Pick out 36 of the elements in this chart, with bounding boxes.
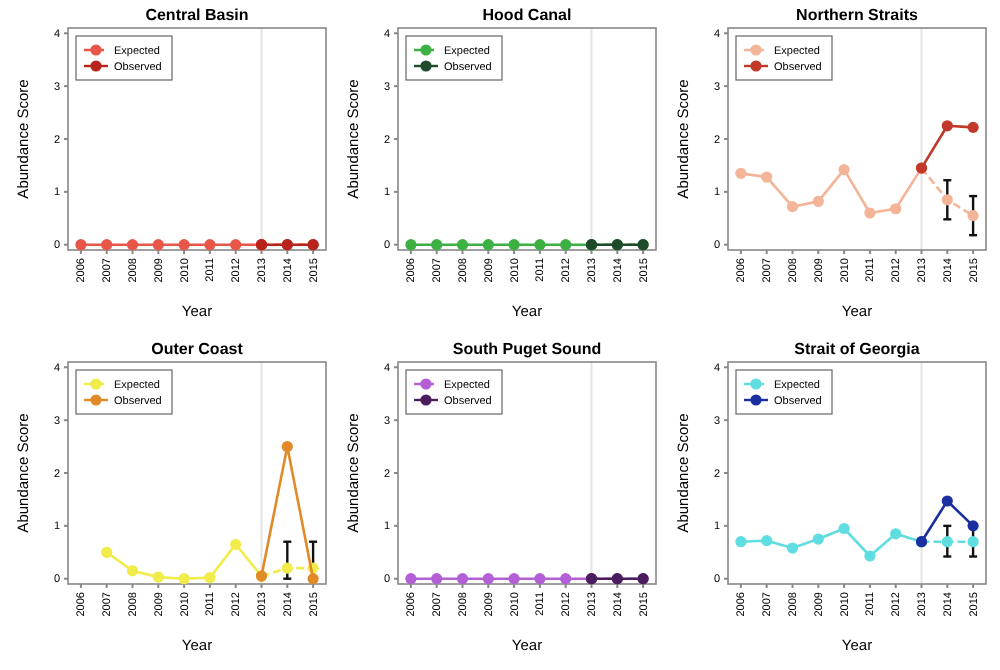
point [735,536,747,548]
point [735,167,747,179]
point [761,535,773,547]
point [864,207,876,219]
point [178,573,190,585]
point [838,164,850,176]
point [941,495,953,507]
point [204,572,216,584]
point [812,195,824,207]
chart-title: Northern Straits [796,6,919,24]
point [967,121,979,133]
point [941,536,953,548]
point [941,194,953,206]
chart-title: South Puget Sound [452,340,602,358]
point [281,562,293,574]
point [967,210,979,222]
point [307,573,319,585]
point [230,538,242,550]
point [967,536,979,548]
chart-title: Hood Canal [482,6,572,24]
point [152,571,164,583]
point [864,550,876,562]
point [786,542,799,554]
point [838,522,850,535]
point [761,171,773,183]
point [890,528,902,540]
point [281,440,293,453]
point [812,533,824,545]
point [941,120,953,132]
chart-title: Strait of Georgia [794,340,921,358]
point [126,565,139,577]
point [890,203,902,215]
chart-title: Central Basin [145,6,249,24]
point [786,201,799,213]
point [101,546,113,558]
chart-title: Outer Coast [151,340,244,358]
